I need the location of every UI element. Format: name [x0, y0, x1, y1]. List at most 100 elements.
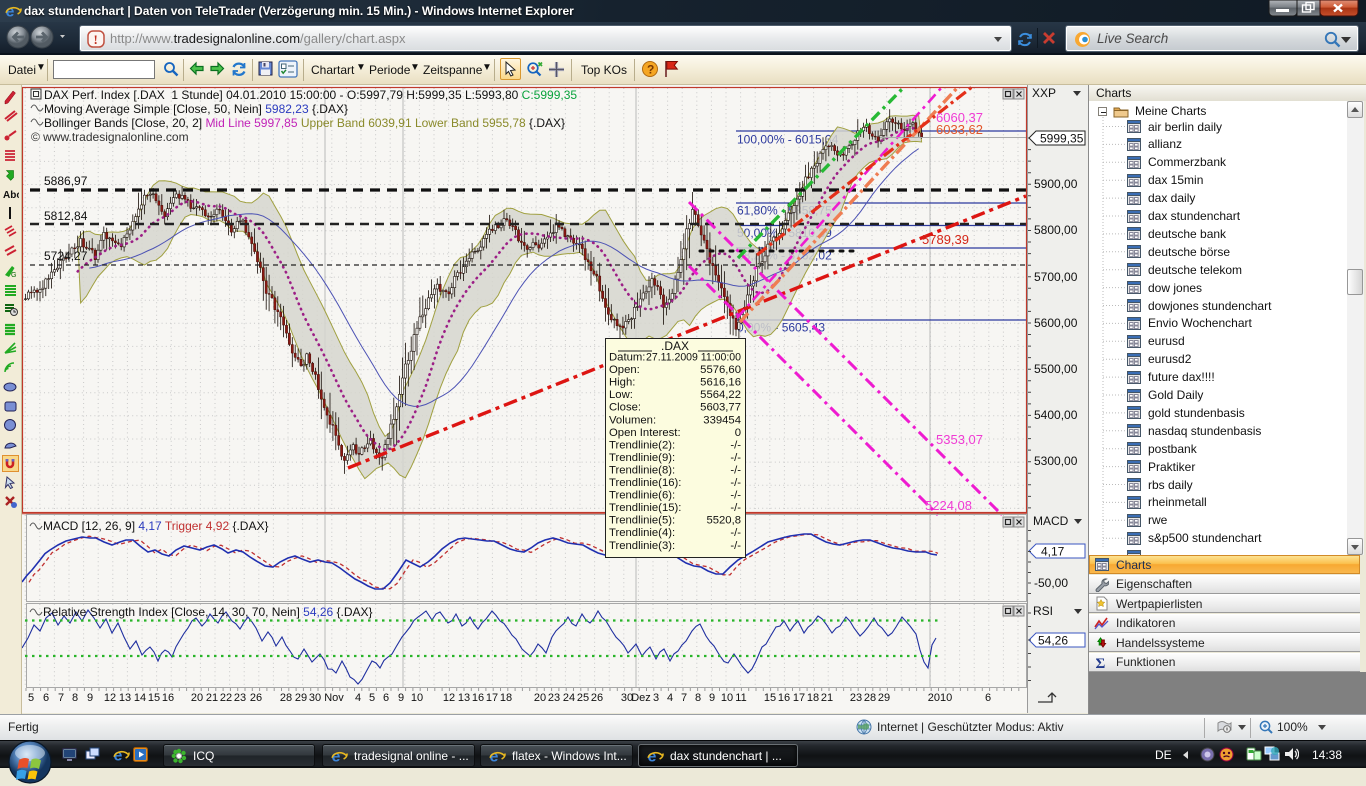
svg-text:Trendlinie(15):: Trendlinie(15):	[609, 502, 681, 514]
svg-text:Datum:: Datum:	[609, 352, 645, 364]
svg-text:5224,08: 5224,08	[925, 498, 972, 513]
svg-text:28: 28	[864, 692, 876, 704]
svg-text:6: 6	[985, 692, 991, 704]
svg-text:8: 8	[695, 692, 701, 704]
svg-text:23: 23	[234, 692, 246, 704]
svg-text:21: 21	[206, 692, 218, 704]
svg-text:e: e	[490, 748, 499, 764]
svg-text:-/-: -/-	[730, 490, 741, 502]
svg-text:-/-: -/-	[730, 540, 741, 552]
svg-text:Abc: Abc	[3, 190, 19, 201]
svg-text:5812,84: 5812,84	[44, 209, 88, 223]
svg-text:Low:: Low:	[609, 389, 633, 401]
svg-text:26: 26	[250, 692, 262, 704]
svg-text:6: 6	[43, 692, 49, 704]
svg-text:9: 9	[87, 692, 93, 704]
svg-text:17: 17	[486, 692, 498, 704]
svg-text:339454: 339454	[703, 414, 741, 426]
svg-text:-/-: -/-	[730, 452, 741, 464]
svg-text:-/-: -/-	[730, 439, 741, 451]
svg-text:5616,16: 5616,16	[700, 377, 741, 389]
svg-text:Close:: Close:	[609, 402, 641, 414]
svg-text:8: 8	[72, 692, 78, 704]
svg-text:7: 7	[681, 692, 687, 704]
svg-text:5300,00: 5300,00	[1034, 454, 1078, 468]
svg-text:Trendlinie(4):: Trendlinie(4):	[609, 527, 675, 539]
svg-text:Trendlinie(3):: Trendlinie(3):	[609, 540, 675, 552]
svg-text:RSI: RSI	[1033, 604, 1053, 618]
svg-text:5500,00: 5500,00	[1034, 362, 1078, 376]
svg-text:13: 13	[458, 692, 470, 704]
svg-text:23: 23	[850, 692, 862, 704]
svg-text:21: 21	[821, 692, 833, 704]
svg-text:?: ?	[647, 63, 654, 77]
svg-text:27.11.2009 11:00:00: 27.11.2009 11:00:00	[646, 352, 741, 364]
svg-text:Open Interest:: Open Interest:	[609, 427, 681, 439]
svg-text:54,26: 54,26	[1038, 634, 1068, 648]
svg-text:9: 9	[709, 692, 715, 704]
svg-text:5576,60: 5576,60	[700, 364, 741, 376]
svg-text:5886,97: 5886,97	[44, 174, 88, 188]
svg-text:5603,77: 5603,77	[700, 402, 741, 414]
svg-text:Trendlinie(2):: Trendlinie(2):	[609, 439, 675, 451]
svg-text:MACD [12, 26, 9] 4,17 Trigger: MACD [12, 26, 9] 4,17 Trigger 4,92 {.DAX…	[43, 519, 268, 533]
svg-text:30: 30	[309, 692, 321, 704]
svg-text:e: e	[332, 748, 341, 764]
svg-text:DAX Perf. Index [.DAX 1 Stund: DAX Perf. Index [.DAX 1 Stunde] 04.01.20…	[44, 88, 577, 102]
svg-text:e: e	[6, 4, 15, 20]
svg-text:Open:: Open:	[609, 364, 640, 376]
svg-text:24: 24	[563, 692, 575, 704]
svg-text:10: 10	[411, 692, 423, 704]
svg-text:5: 5	[369, 692, 375, 704]
svg-text:5900,00: 5900,00	[1034, 177, 1078, 191]
svg-text:10: 10	[721, 692, 733, 704]
svg-text:28: 28	[280, 692, 292, 704]
svg-text:-50,00: -50,00	[1034, 576, 1068, 590]
svg-text:.DAX: .DAX	[661, 339, 689, 353]
svg-text:© www.tradesignalonline.com: © www.tradesignalonline.com	[31, 130, 189, 144]
svg-text:!: !	[94, 32, 98, 47]
svg-text:-/-: -/-	[730, 465, 741, 477]
svg-text:16: 16	[472, 692, 484, 704]
svg-text:MACD: MACD	[1033, 514, 1069, 528]
svg-text:Moving Average Simple [Close,: Moving Average Simple [Close, 50, Nein] …	[44, 102, 348, 116]
svg-text:14: 14	[134, 692, 146, 704]
svg-text:7: 7	[58, 692, 64, 704]
svg-text:Trendlinie(16):: Trendlinie(16):	[609, 477, 681, 489]
svg-text:Bollinger Bands [Close, 20, 2]: Bollinger Bands [Close, 20, 2] Mid Line …	[44, 116, 565, 130]
svg-text:30: 30	[621, 692, 633, 704]
svg-text:Nov: Nov	[324, 692, 344, 704]
svg-text:23: 23	[548, 692, 560, 704]
svg-text:5800,00: 5800,00	[1034, 223, 1078, 237]
svg-text:26: 26	[591, 692, 603, 704]
svg-text:Σ: Σ	[1096, 656, 1106, 670]
svg-text:18: 18	[807, 692, 819, 704]
svg-text:Volumen:: Volumen:	[609, 414, 656, 426]
svg-text:12: 12	[104, 692, 116, 704]
svg-text:18: 18	[500, 692, 512, 704]
svg-text:100,00% - 6015,34: 100,00% - 6015,34	[737, 133, 839, 147]
svg-text:16: 16	[162, 692, 174, 704]
svg-text:6: 6	[383, 692, 389, 704]
svg-text:29: 29	[295, 692, 307, 704]
svg-text:5353,07: 5353,07	[936, 432, 983, 447]
svg-text:High:: High:	[609, 377, 635, 389]
svg-text:Trendlinie(5):: Trendlinie(5):	[609, 515, 675, 527]
svg-text:11: 11	[735, 692, 746, 704]
svg-text:15: 15	[764, 692, 776, 704]
svg-text:20: 20	[191, 692, 203, 704]
svg-text:15: 15	[148, 692, 160, 704]
svg-text:5600,00: 5600,00	[1034, 316, 1078, 330]
svg-text:5724,27: 5724,27	[44, 249, 88, 263]
svg-text:5: 5	[28, 692, 34, 704]
svg-text:Trendlinie(8):: Trendlinie(8):	[609, 465, 675, 477]
svg-text:5789,39: 5789,39	[922, 232, 969, 247]
svg-text:Dez: Dez	[631, 692, 651, 704]
svg-text:9: 9	[398, 692, 404, 704]
svg-text:e: e	[648, 748, 657, 764]
svg-text:2010: 2010	[928, 692, 952, 704]
svg-text:-/-: -/-	[730, 527, 741, 539]
svg-text:17: 17	[793, 692, 805, 704]
svg-text:-/-: -/-	[730, 477, 741, 489]
svg-text:5999,35: 5999,35	[1040, 132, 1084, 146]
